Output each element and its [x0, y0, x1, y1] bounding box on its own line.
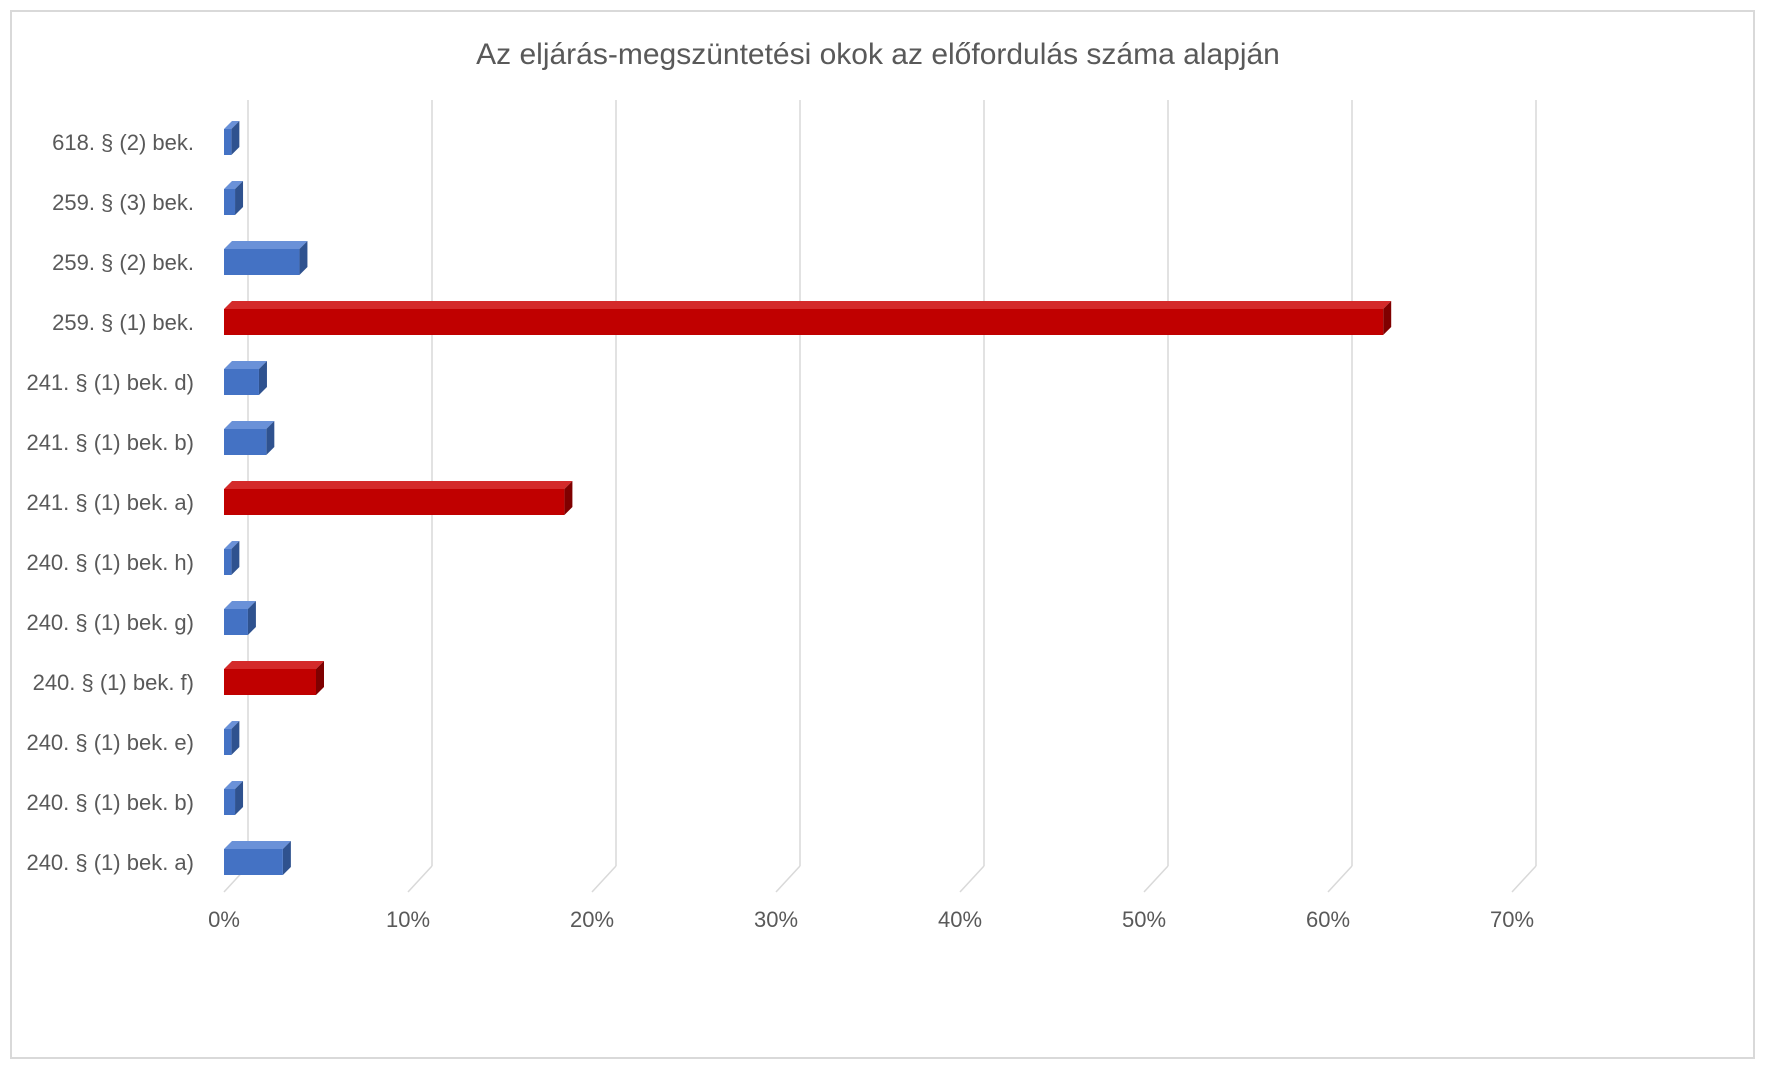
bar-top-face: [224, 841, 291, 849]
chart-area: Az eljárás-megszüntetési okok az előford…: [10, 10, 1755, 1059]
x-tick-label: 40%: [938, 907, 982, 932]
category-label: 241. § (1) bek. a): [26, 490, 194, 515]
bar: [224, 241, 308, 275]
bar-side-face: [235, 181, 244, 215]
bar: [224, 481, 573, 515]
bar: [224, 781, 244, 815]
bar-top-face: [224, 361, 267, 369]
bar-side-face: [282, 841, 291, 875]
bar-side-face: [564, 481, 573, 515]
bars: [224, 121, 1392, 875]
bar-side-face: [231, 541, 240, 575]
category-label: 240. § (1) bek. g): [26, 610, 194, 635]
bar-top-face: [224, 121, 240, 129]
bar-front-face: [224, 489, 565, 515]
bar: [224, 121, 240, 155]
bar-top-face: [224, 481, 573, 489]
gridline-floor: [1511, 865, 1537, 893]
bar: [224, 721, 240, 755]
bar-front-face: [224, 429, 267, 455]
x-tick-label: 70%: [1490, 907, 1534, 932]
gridline-floor: [407, 865, 433, 893]
category-label: 240. § (1) bek. b): [26, 790, 194, 815]
gridline-floor: [775, 865, 801, 893]
bar-front-face: [224, 789, 236, 815]
bar-side-face: [266, 421, 275, 455]
bar-front-face: [224, 729, 232, 755]
gridline-floor: [591, 865, 617, 893]
bar-top-face: [224, 241, 308, 249]
bar-front-face: [224, 609, 248, 635]
bar-side-face: [231, 121, 240, 155]
gridlines: [223, 100, 1537, 893]
gridline-floor: [1327, 865, 1353, 893]
bar-front-face: [224, 849, 283, 875]
bar-front-face: [224, 189, 236, 215]
bar: [224, 421, 275, 455]
category-label: 240. § (1) bek. h): [26, 550, 194, 575]
bar-front-face: [224, 669, 316, 695]
x-tick-label: 10%: [386, 907, 430, 932]
bar: [224, 301, 1392, 335]
x-tick-label: 30%: [754, 907, 798, 932]
bar: [224, 181, 244, 215]
category-label: 240. § (1) bek. e): [26, 730, 194, 755]
category-label: 240. § (1) bek. a): [26, 850, 194, 875]
x-axis-tick-labels: 0% 10% 20% 30% 40% 50% 60% 70%: [208, 907, 1534, 932]
category-labels: 618. § (2) bek. 259. § (3) bek. 259. § (2)…: [26, 130, 194, 875]
bar-top-face: [224, 301, 1392, 309]
bar-side-face: [231, 721, 240, 755]
bar-side-face: [316, 661, 324, 695]
bar-top-face: [224, 781, 244, 789]
category-label: 241. § (1) bek. b): [26, 430, 194, 455]
bar-front-face: [224, 549, 232, 575]
bar-top-face: [224, 541, 240, 549]
bar-front-face: [224, 129, 232, 155]
category-label: 241. § (1) bek. d): [26, 370, 194, 395]
x-tick-label: 0%: [208, 907, 240, 932]
x-tick-label: 60%: [1306, 907, 1350, 932]
bar: [224, 601, 256, 635]
bar: [224, 661, 324, 695]
gridline-floor: [959, 865, 985, 893]
bar-top-face: [224, 181, 244, 189]
category-label: 240. § (1) bek. f): [33, 670, 194, 695]
category-label: 259. § (3) bek.: [52, 190, 194, 215]
chart-title: Az eljárás-megszüntetési okok az előford…: [476, 38, 1280, 71]
bar-side-face: [258, 361, 267, 395]
bar-front-face: [224, 249, 300, 275]
bar-top-face: [224, 721, 240, 729]
bar-top-face: [224, 421, 275, 429]
bar-side-face: [235, 781, 244, 815]
bar-side-face: [247, 601, 256, 635]
bar: [224, 841, 291, 875]
bar-top-face: [224, 601, 256, 609]
category-label: 618. § (2) bek.: [52, 130, 194, 155]
bar-top-face: [224, 661, 324, 669]
bar: [224, 361, 267, 395]
bar-side-face: [1383, 301, 1392, 335]
category-label: 259. § (1) bek.: [52, 310, 194, 335]
bar-front-face: [224, 309, 1384, 335]
bar: [224, 541, 240, 575]
gridline-floor: [1143, 865, 1169, 893]
x-tick-label: 20%: [570, 907, 614, 932]
category-label: 259. § (2) bek.: [52, 250, 194, 275]
bar-side-face: [299, 241, 308, 275]
x-tick-label: 50%: [1122, 907, 1166, 932]
bar-front-face: [224, 369, 259, 395]
bar-chart: Az eljárás-megszüntetési okok az előford…: [26, 38, 1537, 932]
